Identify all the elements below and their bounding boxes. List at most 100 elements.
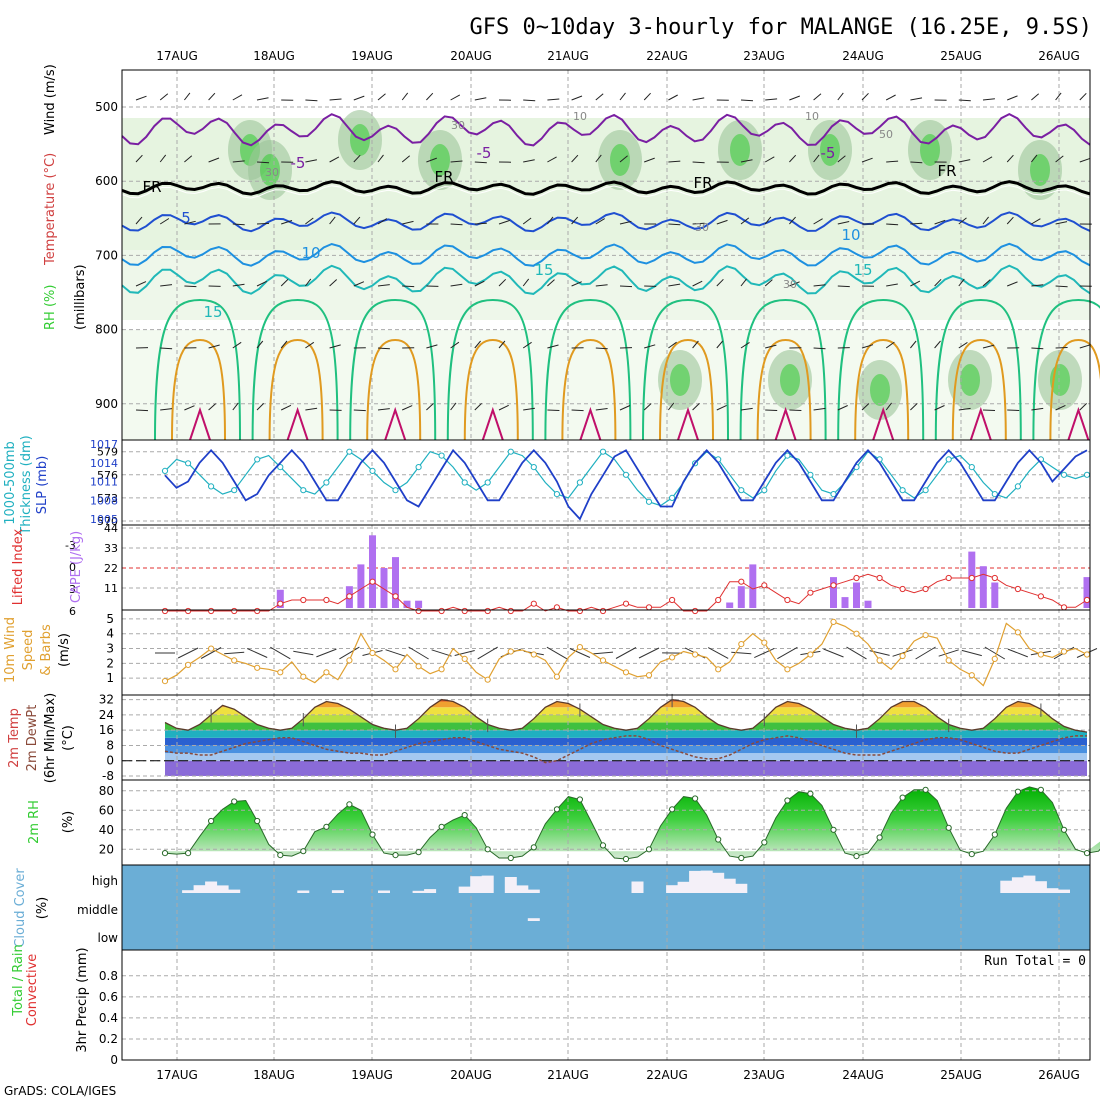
panel-label-cloud: Cloud Cover (13, 868, 28, 948)
cloud-bar-high (516, 885, 529, 893)
wind-barb-10m (224, 651, 245, 655)
cloud-bar-high (470, 876, 483, 893)
temp-contour-20 (1032, 298, 1100, 441)
wind-barb-upper (571, 409, 584, 412)
thickness-tick: 579 (97, 446, 118, 459)
wind-barb-upper (789, 281, 800, 287)
wind-barb-10m (984, 646, 1006, 660)
wind-barb-upper (1007, 95, 1018, 101)
thickness-line-point (161, 467, 169, 474)
wind-barb-upper (595, 93, 604, 101)
wind-speed-line-point (438, 666, 445, 673)
temp-2m-line (164, 698, 1088, 733)
thickness-line-point (507, 448, 514, 455)
contour-label: FR (142, 178, 161, 196)
panel-label-wind10: (m/s) (57, 633, 72, 667)
lifted-index-line-point (254, 607, 261, 615)
lifted-index-line-point (830, 582, 837, 589)
thickness-line-point (300, 487, 307, 494)
lifted-index-line-point (300, 596, 307, 604)
cloud-bar-high (504, 877, 517, 893)
wind-barb-upper (1055, 285, 1068, 288)
cloud-bar-high (1046, 888, 1059, 893)
date-label-bottom: 21AUG (547, 1068, 589, 1082)
cloud-bar-high (424, 889, 437, 893)
panel-label-cape: Lifted Index (11, 528, 26, 605)
rh-2m-line-point (1083, 850, 1091, 857)
thickness-line-point (622, 471, 630, 478)
wind-barb-upper (885, 402, 892, 411)
cloud-bar-high (1011, 877, 1024, 893)
contour-label: FR (434, 168, 453, 186)
date-label-bottom: 24AUG (842, 1068, 884, 1082)
cloud-level-tick: middle (77, 903, 118, 917)
wind-barb-upper (789, 95, 800, 101)
wind-barb-upper (401, 155, 411, 163)
wind-barb-upper (135, 216, 143, 225)
temp-contour-30 (286, 406, 309, 441)
cloud-bar-high (1058, 889, 1070, 893)
temp-band (165, 722, 1087, 731)
thickness-line-point (599, 448, 607, 455)
date-label-top: 20AUG (450, 49, 492, 63)
wind-barb-upper (353, 216, 361, 225)
date-label-bottom: 22AUG (646, 1068, 688, 1082)
wind-barb-upper (135, 95, 147, 101)
temp-gradient-fill (165, 699, 1087, 776)
wind-barb-upper (450, 94, 461, 101)
wind-speed-line-point (1083, 651, 1091, 658)
rh-2m-line-point (830, 826, 837, 833)
footer-credit: GrADS: COLA/IGES (4, 1084, 116, 1098)
wind-barb-upper (716, 278, 724, 287)
wind-barb-upper (329, 156, 340, 163)
wind-barb-upper (595, 154, 602, 163)
wind-barb-upper (426, 344, 438, 349)
wind-barb-upper (280, 404, 292, 411)
temp-contour-25 (463, 338, 519, 441)
wind-barb-upper (910, 340, 917, 349)
cloud-bar-high (1023, 875, 1036, 893)
wind-speed-line-point (392, 666, 399, 673)
cape-bar (979, 566, 987, 608)
wind-barb-10m (477, 646, 498, 660)
wind-barb-10m (408, 646, 429, 660)
wind-barb-upper (208, 403, 217, 411)
temp-contour-10 (121, 242, 1091, 267)
cloud-bar-high (1000, 880, 1013, 893)
lifted-index-line-point (208, 607, 215, 615)
rh-2m-line-point (369, 831, 376, 838)
wind-barb-upper (837, 221, 850, 225)
lifted-index-line-point (968, 574, 975, 582)
wind-barb-upper (232, 160, 245, 163)
wind-barb-10m (707, 647, 729, 659)
date-label-bottom: 25AUG (940, 1068, 982, 1082)
lifted-index-line-point (484, 607, 491, 615)
wind-barb-upper (184, 405, 195, 411)
rh-2m-line-point (599, 842, 607, 849)
rh-2m-line-point (277, 852, 284, 859)
wind-barb-upper (644, 344, 656, 349)
wind-barb-10m (316, 648, 337, 658)
lifted-index-line-point (599, 607, 607, 615)
temp-contour-freezing (121, 180, 1091, 196)
wind-barb-upper (426, 403, 434, 411)
wind-speed-line-point (599, 657, 607, 664)
contour-label: 15 (853, 261, 872, 279)
cloud-level-tick: high (92, 874, 118, 888)
temp-band (165, 745, 1087, 754)
panel-label-slp: SLP (mb) (35, 456, 50, 515)
wind-barb-upper (813, 347, 826, 350)
cloud-bar-high (700, 870, 713, 893)
wind-barb-upper (184, 220, 196, 225)
axes (121, 69, 1091, 1061)
lifted-index-line-point (669, 596, 676, 604)
wind-barb-upper (765, 98, 778, 101)
wind-barb-10m (339, 646, 360, 660)
temp-contour-20 (154, 298, 241, 441)
wind-barb-upper (765, 344, 777, 349)
wind-barb-upper (789, 409, 802, 411)
wind-barb-upper (135, 409, 149, 412)
panel-label-wind10: Speed (21, 630, 36, 671)
cloud-bar-high (412, 890, 425, 893)
temp-band (165, 730, 1087, 738)
